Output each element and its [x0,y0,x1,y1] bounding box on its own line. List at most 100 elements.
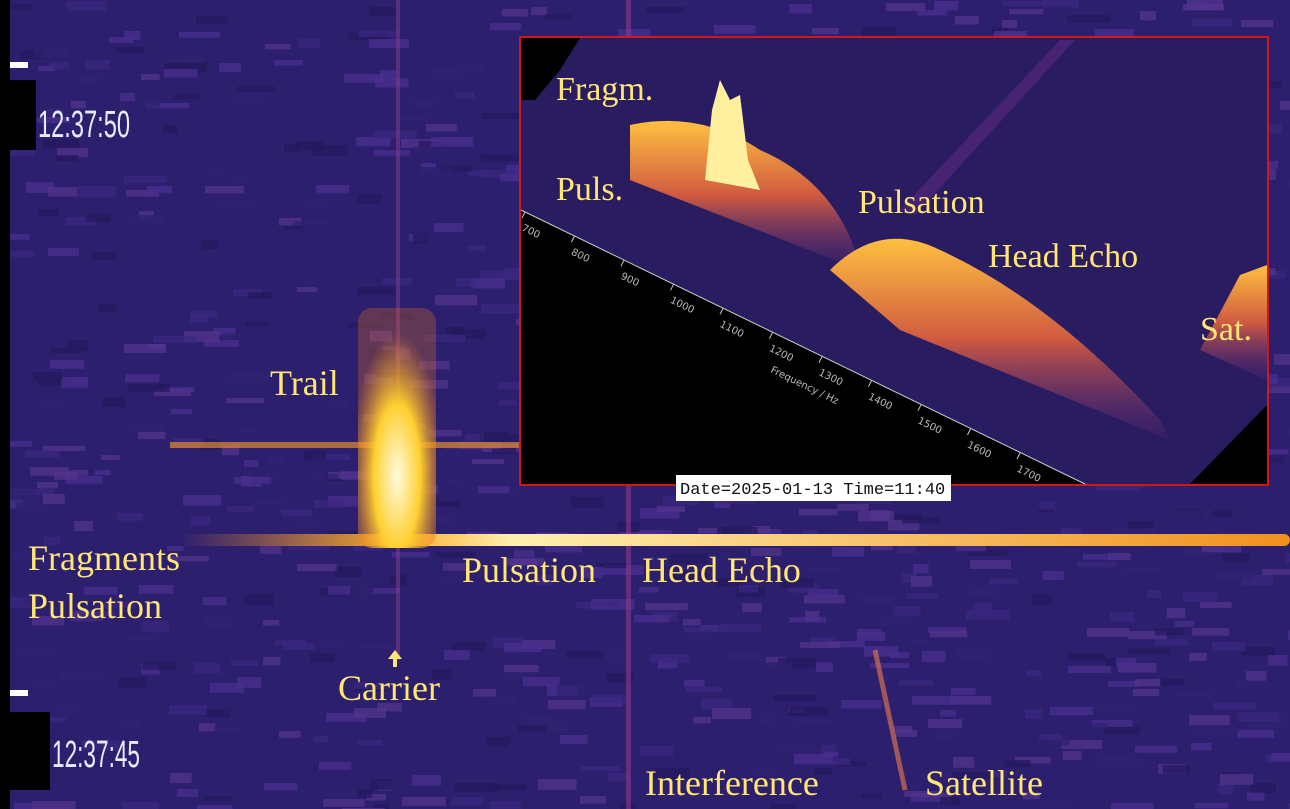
noise-cell [1170,510,1208,520]
noise-cell [1241,20,1274,28]
noise-cell [443,578,469,584]
noise-cell [602,650,636,659]
noise-cell [66,217,96,226]
noise-cell [374,804,390,809]
noise-cell [1015,757,1052,764]
noise-cell [557,685,587,696]
noise-cell [716,578,743,587]
noise-cell [48,187,78,197]
noise-cell [897,543,917,554]
noise-cell [832,547,865,557]
noise-cell [327,401,348,411]
noise-cell [480,271,520,278]
noise-cell [164,69,198,78]
noise-cell [439,166,473,172]
trail-echo [358,308,436,548]
noise-cell [548,700,586,710]
noise-cell [67,1,107,12]
noise-cell [540,721,570,732]
noise-cell [177,789,198,797]
noise-cell [356,137,391,147]
noise-cell [812,28,839,35]
noise-cell [374,131,417,139]
noise-cell [141,74,160,81]
noise-cell [511,559,538,566]
noise-cell [658,658,678,669]
noise-cell [237,86,275,92]
noise-cell [132,424,166,430]
noise-cell [506,160,531,166]
noise-cell [839,761,867,767]
noise-cell [55,155,79,162]
noise-cell [455,783,499,793]
noise-cell [279,731,301,738]
head-echo-wave [830,238,1170,440]
noise-cell [3,441,32,447]
noise-cell [693,717,711,724]
noise-cell [50,62,70,69]
noise-cell [531,7,547,16]
noise-cell [1025,709,1043,719]
noise-cell [1043,0,1079,8]
noise-cell [17,648,58,655]
noise-cell [1218,784,1233,795]
noise-cell [659,793,692,799]
noise-cell [1032,594,1052,605]
noise-cell [146,103,190,109]
noise-cell [1189,653,1207,662]
noise-cell [571,497,605,508]
noise-cell [86,611,116,620]
noise-cell [478,486,510,494]
noise-cell [888,520,920,531]
noise-cell [213,328,236,336]
noise-cell [185,55,205,64]
noise-cell [955,649,990,660]
timestamp-box [10,80,36,150]
noise-cell [412,775,442,786]
noise-cell [953,757,975,768]
noise-cell [814,768,832,775]
noise-cell [1213,510,1233,517]
noise-cell [30,467,69,476]
noise-cell [119,677,146,688]
timestamp: 12:37:50 [38,104,130,146]
label: Head Echo [988,238,1138,275]
noise-cell [204,709,231,718]
noise-cell [253,499,285,506]
noise-cell [128,384,170,392]
fragment-wave [630,120,860,270]
noise-cell [38,66,55,72]
noise-cell [871,543,893,551]
noise-cell [413,234,428,244]
noise-cell [1176,691,1213,698]
noise-cell [686,687,723,693]
noise-cell [566,651,607,659]
noise-cell [1108,553,1131,561]
noise-cell [862,27,896,36]
noise-cell [32,801,76,809]
noise-cell [351,587,374,596]
noise-cell [788,585,819,593]
noise-cell [149,344,166,350]
noise-cell [57,148,88,158]
noise-cell [32,616,65,626]
noise-cell [170,773,192,784]
noise-cell [1248,717,1287,728]
noise-cell [91,252,117,260]
tick-mark [868,380,872,387]
noise-cell [970,560,1011,570]
noise-cell [1183,546,1219,557]
noise-cell [359,31,398,37]
noise-cell [202,240,218,250]
noise-cell [264,783,298,791]
label: Carrier [338,668,440,708]
date-stamp: Date=2025-01-13 Time=11:40 [680,481,945,500]
noise-cell [244,594,274,605]
noise-cell [1268,385,1290,394]
secondary-line [170,442,530,448]
noise-cell [1133,689,1160,697]
noise-cell [928,627,967,634]
noise-cell [1175,621,1195,627]
noise-cell [115,47,145,53]
noise-cell [124,176,167,184]
